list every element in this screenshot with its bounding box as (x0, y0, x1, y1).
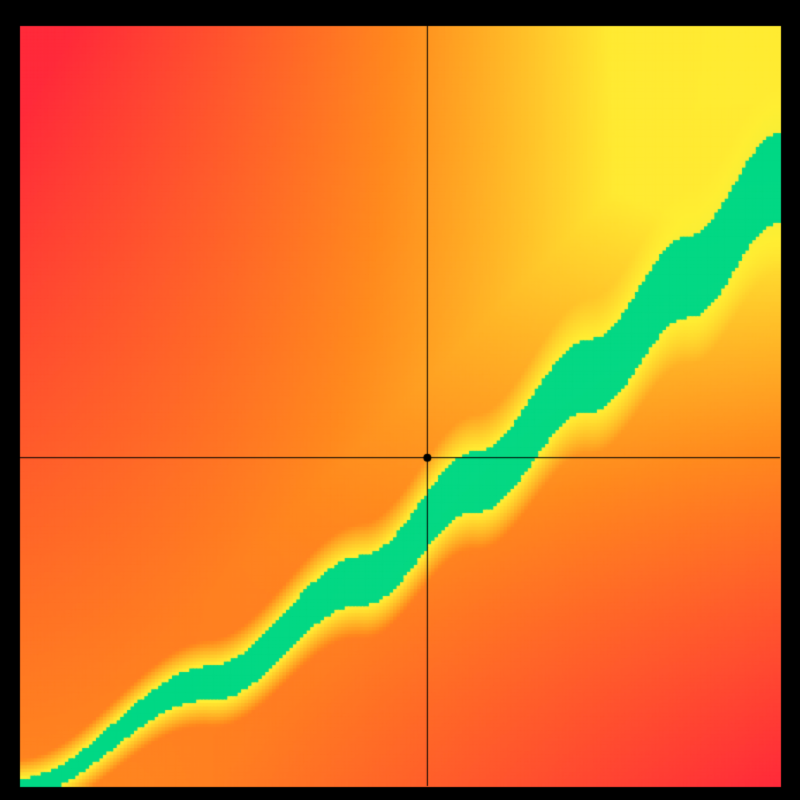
chart-container: TheBottleneck.com (0, 0, 800, 800)
bottleneck-heatmap (0, 0, 800, 800)
